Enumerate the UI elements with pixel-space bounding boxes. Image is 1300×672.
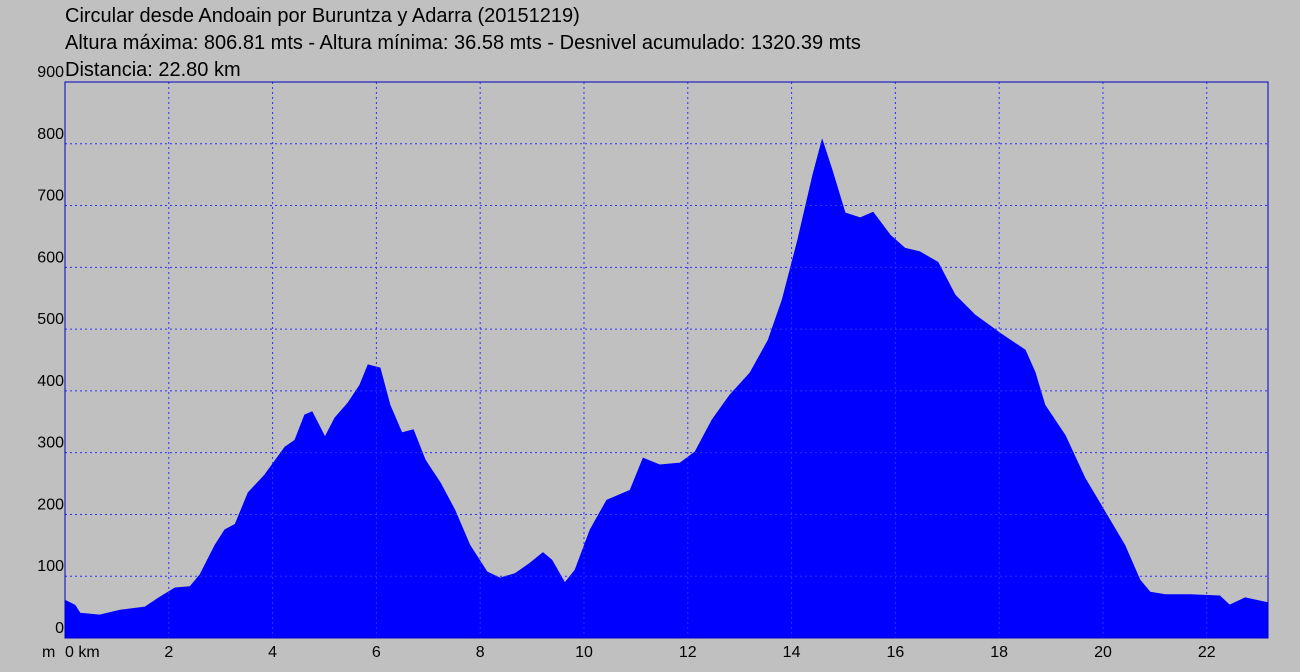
x-tick-label: 18: [990, 644, 1008, 661]
y-axis-label: m: [42, 644, 55, 661]
x-tick-label: 20: [1094, 644, 1112, 661]
y-tick-label: 600: [37, 249, 64, 266]
y-tick-label: 400: [37, 373, 64, 390]
elevation-area: [64, 138, 1269, 639]
distance-label: Distancia: 22.80 km: [65, 59, 241, 81]
chart-title: Circular desde Andoain por Buruntza y Ad…: [65, 5, 580, 27]
x-tick-label: 2: [164, 644, 173, 661]
y-tick-label: 0: [55, 620, 64, 637]
y-tick-label: 700: [37, 188, 64, 205]
x-tick-label: 22: [1198, 644, 1216, 661]
x-tick-label: 12: [679, 644, 697, 661]
y-tick-label: 900: [37, 64, 64, 81]
x-tick-label: 8: [476, 644, 485, 661]
y-tick-label: 100: [37, 558, 64, 575]
x-tick-label: 6: [372, 644, 381, 661]
y-tick-label: 200: [37, 496, 64, 513]
plot-border: [64, 81, 1269, 639]
y-tick-label: 300: [37, 435, 64, 452]
y-tick-label: 500: [37, 311, 64, 328]
x-tick-label: 16: [886, 644, 904, 661]
chart-subtitle: Altura máxima: 806.81 mts - Altura mínim…: [65, 32, 861, 54]
y-tick-label: 800: [37, 126, 64, 143]
x-tick-label: 0 km: [65, 644, 100, 661]
x-tick-label: 4: [268, 644, 277, 661]
x-tick-label: 10: [575, 644, 593, 661]
x-tick-label: 14: [783, 644, 801, 661]
